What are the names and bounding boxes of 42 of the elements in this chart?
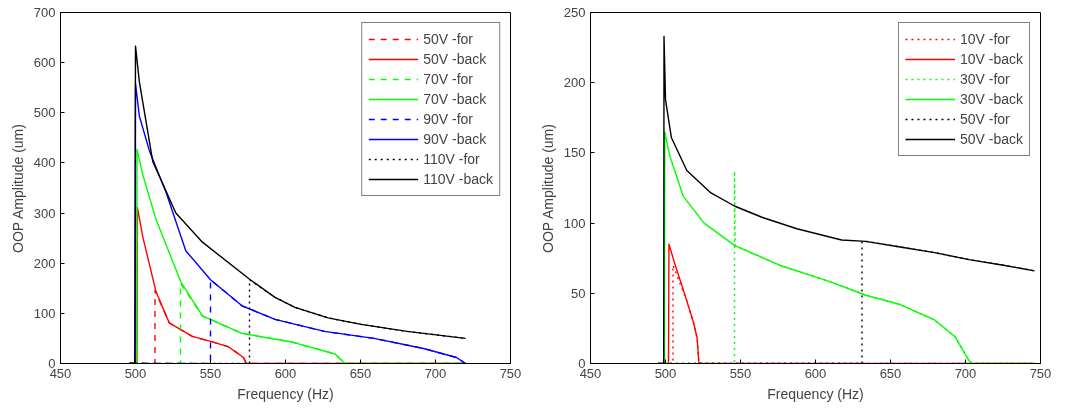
y-tick-label: 100	[33, 305, 56, 321]
x-tick-label: 600	[804, 365, 827, 381]
y-tick-label: 500	[33, 105, 56, 121]
y-tick-label: 200	[33, 255, 56, 271]
x-tick-label: 500	[124, 365, 147, 381]
legend-label: 50V -back	[423, 51, 487, 67]
legend-label: 10V -for	[959, 31, 1010, 47]
y-tick-label: 300	[33, 205, 56, 221]
legend-label: 90V -for	[423, 111, 474, 127]
x-axis-title: Frequency (Hz)	[767, 385, 864, 402]
legend-label: 50V -for	[959, 111, 1010, 127]
x-tick-label: 650	[349, 365, 372, 381]
legend-label: 10V -back	[959, 51, 1023, 67]
y-tick-label: 600	[33, 55, 56, 71]
y-tick-label: 250	[563, 5, 586, 20]
x-tick-label: 700	[424, 365, 447, 381]
x-tick-label: 650	[879, 365, 902, 381]
x-tick-label: 550	[199, 365, 222, 381]
legend-label: 30V -back	[959, 91, 1023, 107]
y-tick-label: 200	[563, 75, 586, 91]
legend-label: 50V -back	[959, 131, 1023, 147]
legend-label: 70V -back	[423, 91, 487, 107]
y-tick-label: 100	[563, 215, 586, 231]
x-tick-label: 550	[729, 365, 752, 381]
y-tick-label: 150	[563, 145, 586, 161]
legend-label: 30V -for	[959, 71, 1010, 87]
x-tick-label: 600	[274, 365, 297, 381]
y-axis-title: OOP Amplitude (um)	[539, 124, 556, 253]
x-tick-label: 750	[499, 365, 522, 381]
legend-label: 50V -for	[423, 31, 474, 47]
legend-label: 90V -back	[423, 131, 487, 147]
legend-label: 110V -back	[423, 171, 493, 187]
x-tick-label: 750	[1029, 365, 1052, 381]
legend-label: 110V -for	[423, 151, 480, 167]
x-tick-label: 700	[954, 365, 977, 381]
y-tick-label: 50	[571, 285, 586, 301]
y-tick-label: 700	[33, 5, 56, 20]
x-tick-label: 500	[654, 365, 677, 381]
legend-label: 70V -for	[423, 71, 474, 87]
x-axis-title: Frequency (Hz)	[237, 385, 334, 402]
y-tick-label: 400	[33, 155, 56, 171]
y-axis-title: OOP Amplitude (um)	[9, 124, 26, 253]
